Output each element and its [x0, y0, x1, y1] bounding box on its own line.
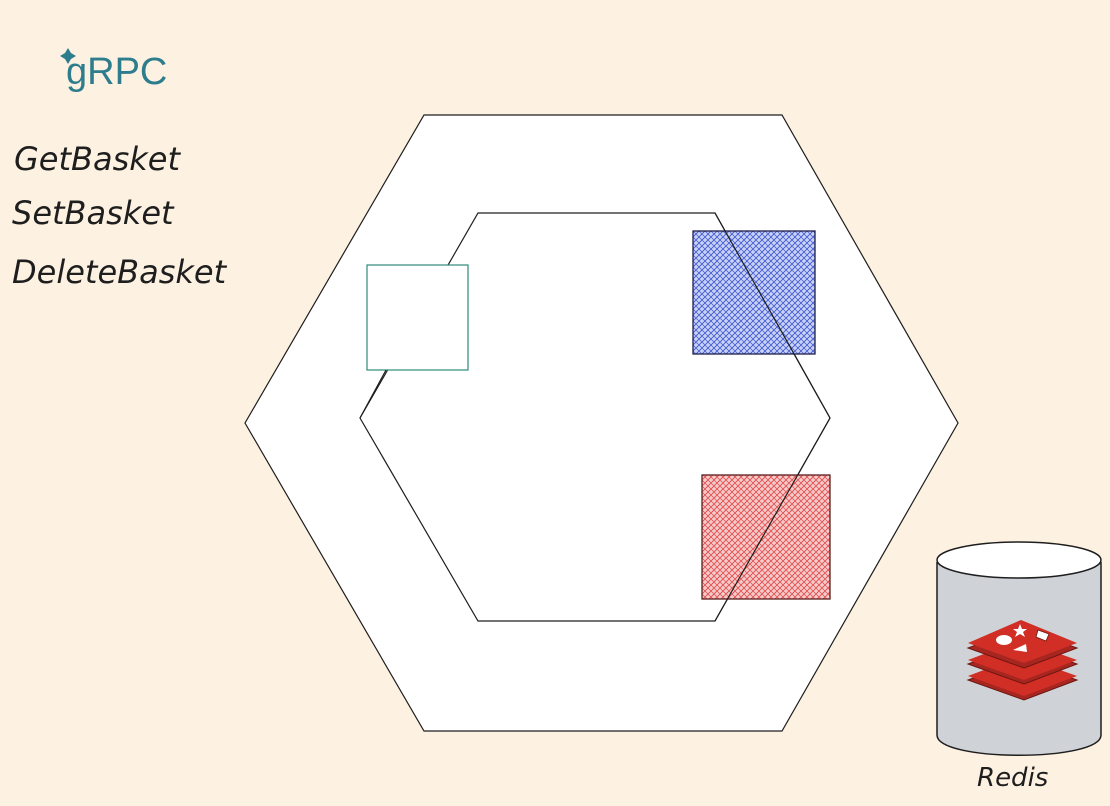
method-delete-basket: DeleteBasket [12, 253, 228, 291]
grpc-logo-text: gRPC [66, 51, 167, 93]
database-cylinder-top [936, 541, 1102, 579]
redis-database [936, 541, 1102, 756]
grpc-sparkle-icon [60, 48, 76, 64]
grpc-adapter-port [366, 264, 469, 371]
inner-hexagon-edge-overlay-left [359, 369, 387, 419]
inner-hexagon-edge-overlay-bottom [714, 417, 831, 622]
blue-component-block [692, 230, 816, 355]
redis-logo-icon [966, 620, 1079, 701]
grpc-logo: gRPC [60, 48, 167, 93]
inner-hexagon-edge-overlay-top [714, 212, 831, 419]
method-set-basket: SetBasket [12, 194, 175, 232]
redis-label: Redis [977, 763, 1048, 793]
method-get-basket: GetBasket [14, 140, 181, 178]
red-component-block [701, 474, 831, 600]
